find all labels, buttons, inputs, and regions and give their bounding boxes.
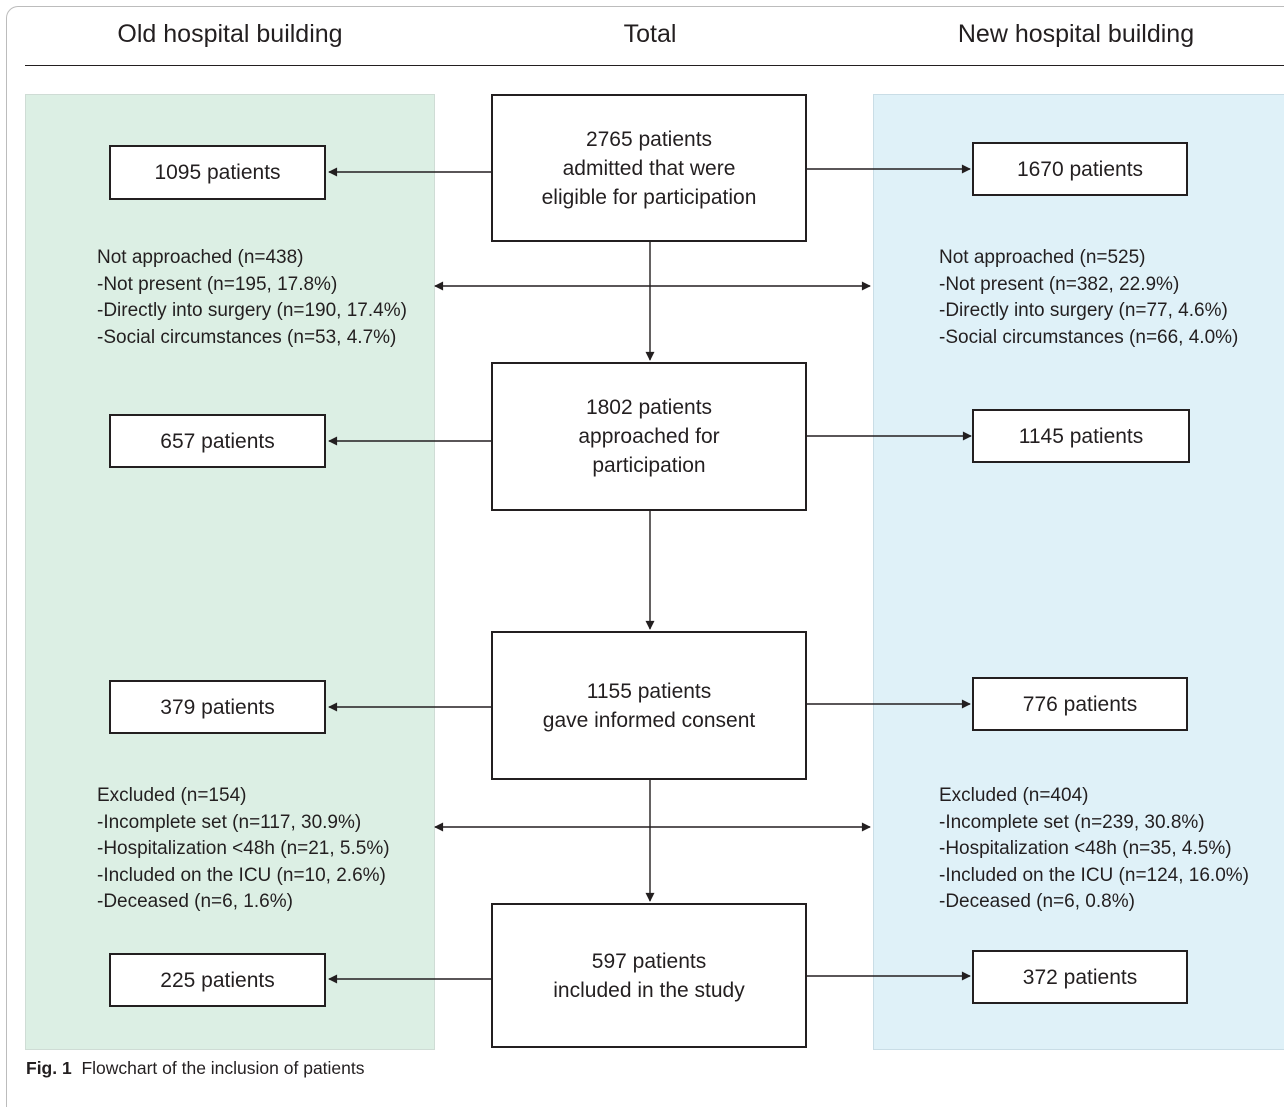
note-line: Not approached (n=525) — [939, 247, 1146, 268]
note-line: -Deceased (n=6, 0.8%) — [939, 891, 1135, 912]
total-header: Total — [623, 20, 677, 48]
center-box-line: 1155 patients — [586, 679, 712, 703]
new-box-included: 372 patients — [972, 950, 1188, 1004]
figure-frame — [6, 6, 1284, 1107]
new-box-approached: 1145 patients — [972, 409, 1190, 463]
note-line: -Not present (n=382, 22.9%) — [939, 273, 1180, 295]
center-box-line: gave informed consent — [542, 708, 756, 732]
note-line: -Deceased (n=6, 1.6%) — [97, 891, 293, 912]
center-box-consent: 1155 patients gave informed consent — [491, 631, 807, 780]
note-line: -Incomplete set (n=239, 30.8%) — [939, 811, 1205, 833]
figure-caption: Fig. 1 Flowchart of the inclusion of pat… — [26, 1058, 365, 1079]
new-box-consent: 776 patients — [972, 677, 1188, 731]
old-box-admitted: 1095 patients — [109, 145, 326, 200]
new-excluded-note: Excluded (n=404) -Incomplete set (n=239,… — [939, 783, 1249, 916]
new-building-header: New hospital building — [957, 20, 1195, 48]
note-line: Not approached (n=438) — [97, 247, 304, 268]
center-box-line: participation — [592, 454, 706, 477]
old-building-panel — [25, 94, 435, 1050]
note-line: -Social circumstances (n=53, 4.7%) — [97, 326, 397, 348]
center-box-admitted: 2765 patients admitted that were eligibl… — [491, 94, 807, 242]
center-box-line: eligible for participation — [541, 185, 757, 209]
note-line: -Incomplete set (n=117, 30.9%) — [97, 811, 362, 833]
caption-text: Flowchart of the inclusion of patients — [81, 1058, 365, 1078]
center-box-line: included in the study — [553, 978, 745, 1002]
old-building-header: Old hospital building — [117, 20, 343, 48]
center-box-approached: 1802 patients approached for participati… — [491, 362, 807, 511]
note-line: -Hospitalization <48h (n=35, 4.5%) — [939, 838, 1232, 859]
note-line: -Not present (n=195, 17.8%) — [97, 273, 338, 295]
old-box-consent: 379 patients — [109, 680, 326, 734]
caption-label: Fig. 1 — [26, 1058, 72, 1078]
note-line: -Hospitalization <48h (n=21, 5.5%) — [97, 838, 390, 859]
note-line: Excluded (n=154) — [97, 785, 247, 806]
note-line: Excluded (n=404) — [939, 785, 1089, 806]
note-line: -Social circumstances (n=66, 4.0%) — [939, 326, 1239, 348]
old-box-included: 225 patients — [109, 953, 326, 1007]
new-not-approached-note: Not approached (n=525) -Not present (n=3… — [939, 245, 1238, 351]
note-line: -Included on the ICU (n=124, 16.0%) — [939, 864, 1249, 886]
center-box-line: 1802 patients — [585, 396, 713, 419]
note-line: -Directly into surgery (n=77, 4.6%) — [939, 300, 1228, 321]
new-building-panel — [873, 94, 1284, 1050]
center-box-line: admitted that were — [562, 156, 736, 180]
center-box-line: 2765 patients — [585, 127, 713, 151]
center-box-line: 597 patients — [591, 949, 707, 973]
old-box-approached: 657 patients — [109, 414, 326, 468]
center-box-included: 597 patients included in the study — [491, 903, 807, 1048]
note-line: -Included on the ICU (n=10, 2.6%) — [97, 864, 386, 886]
header-divider — [25, 65, 1284, 66]
note-line: -Directly into surgery (n=190, 17.4%) — [97, 300, 407, 321]
center-box-line: approached for — [578, 425, 720, 448]
old-not-approached-note: Not approached (n=438) -Not present (n=1… — [97, 245, 407, 351]
new-box-admitted: 1670 patients — [972, 142, 1188, 196]
old-excluded-note: Excluded (n=154) -Incomplete set (n=117,… — [97, 783, 390, 916]
